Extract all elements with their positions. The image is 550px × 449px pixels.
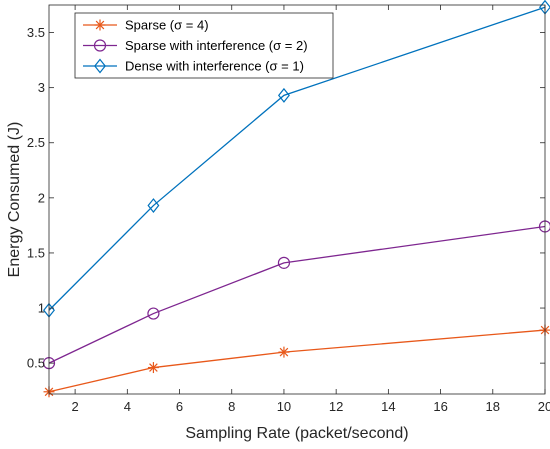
x-tick-label: 10	[277, 399, 291, 414]
x-tick-label: 6	[176, 399, 183, 414]
x-tick-label: 20	[538, 399, 550, 414]
legend-entry-1: Sparse (σ = 4)	[83, 18, 209, 33]
y-tick-label: 3	[38, 80, 45, 95]
series-line-2	[48, 225, 546, 364]
legend-marker	[94, 19, 106, 31]
legend-entry-3: Dense with interference (σ = 1)	[83, 59, 304, 74]
data-point-s1-2	[147, 362, 159, 374]
legend-label: Sparse with interference (σ = 2)	[125, 38, 308, 53]
y-tick-label: 2.5	[27, 135, 45, 150]
x-tick-label: 12	[329, 399, 343, 414]
data-point-s2-3	[277, 256, 291, 269]
x-axis-label: Sampling Rate (packet/second)	[185, 425, 408, 442]
legend-label: Sparse (σ = 4)	[125, 18, 209, 33]
x-tick-label: 4	[124, 399, 131, 414]
legend-marker	[94, 58, 106, 74]
data-point-s3-2	[147, 198, 160, 214]
y-tick-label: 2	[38, 190, 45, 205]
y-tick-label: 1	[38, 301, 45, 316]
x-tick-label: 14	[381, 399, 395, 414]
data-point-s3-3	[277, 87, 290, 103]
ticks: 2 4 6 8 10 12 14 16 18 20 0.5 1 1.5 2 2.5 3 3.5	[27, 5, 550, 414]
x-tick-label: 18	[486, 399, 500, 414]
y-tick-label: 0.5	[27, 356, 45, 371]
axes-box	[48, 4, 546, 395]
y-tick-label: 3.5	[27, 25, 45, 40]
x-tick-label: 16	[433, 399, 447, 414]
data-point-s2-2	[147, 307, 160, 320]
legend-box	[74, 12, 334, 79]
y-tick-label: 1.5	[27, 245, 45, 260]
series-line-1	[48, 329, 546, 393]
axes	[48, 4, 546, 395]
legend-label: Dense with interference (σ = 1)	[125, 59, 304, 74]
legend-entry-2: Sparse with interference (σ = 2)	[83, 38, 308, 53]
legend-marker	[93, 39, 107, 52]
y-axis-label: Energy Consumed (J)	[6, 122, 23, 278]
x-tick-label: 8	[228, 399, 235, 414]
x-tick-label: 2	[71, 399, 78, 414]
series-line-3	[48, 6, 546, 311]
legend: Sparse (σ = 4) Sparse with interference (…	[74, 12, 334, 79]
data-point-s1-3	[278, 346, 290, 358]
